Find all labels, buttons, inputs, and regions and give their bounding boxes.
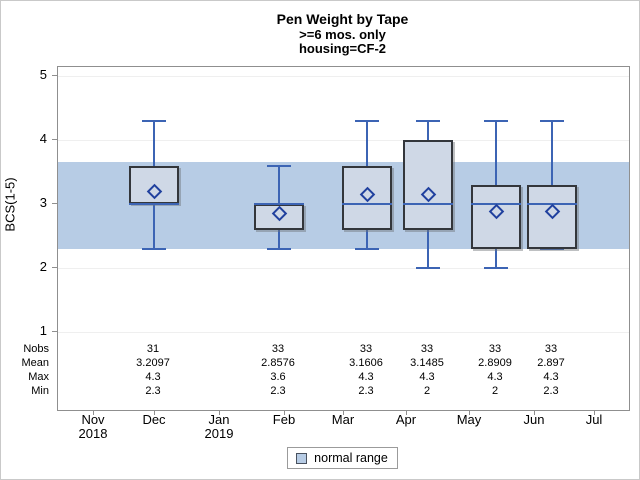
median-line <box>471 203 521 205</box>
normal-range-swatch-icon <box>296 452 308 464</box>
stats-value: 2.3 <box>358 385 374 397</box>
stats-value: 2 <box>491 385 499 397</box>
whisker-cap-top <box>540 119 564 122</box>
y-tick-label: 2 <box>39 259 47 274</box>
stats-row-label: Mean <box>21 357 49 369</box>
stats-row-label: Nobs <box>23 343 49 355</box>
median-line <box>129 203 179 205</box>
stats-value: 3.6 <box>270 371 286 383</box>
stats-value: 2.8576 <box>261 357 295 369</box>
stats-value: 2.3 <box>145 385 161 397</box>
box <box>527 184 577 249</box>
whisker-cap-top <box>142 119 166 122</box>
stats-value: 31 <box>146 343 160 355</box>
stats-value: 2.3 <box>270 385 286 397</box>
whisker-cap-bottom <box>484 267 508 269</box>
plot-area <box>57 66 630 411</box>
x-tick-mark <box>93 410 94 415</box>
x-tick-mark <box>284 410 285 415</box>
stats-value: 2 <box>423 385 431 397</box>
x-tick-label: Feb <box>272 412 296 427</box>
stats-value: 2.3 <box>543 385 559 397</box>
chart-title: Pen Weight by Tape <box>276 11 409 27</box>
median-line <box>254 203 304 205</box>
y-axis-title: BCS(1-5) <box>2 177 18 232</box>
x-tick-year-label: 2019 <box>204 426 234 441</box>
legend: normal range <box>57 447 628 469</box>
stats-value: 33 <box>488 343 502 355</box>
whisker-cap-bottom <box>416 267 440 269</box>
stats-value: 3.1485 <box>410 357 444 369</box>
y-tick-mark <box>52 75 57 76</box>
x-tick-label: Jul <box>585 412 603 427</box>
median-line <box>342 203 392 205</box>
whisker-cap-top <box>267 164 291 167</box>
y-tick-label: 4 <box>39 131 47 146</box>
x-tick-mark <box>534 410 535 415</box>
median-line <box>403 203 453 205</box>
x-tick-label: Jan 2019 <box>189 413 249 441</box>
y-tick-label: 5 <box>39 67 47 82</box>
x-tick-label: Jun <box>523 412 545 427</box>
stats-value: 2.8909 <box>478 357 512 369</box>
gridline <box>58 76 629 77</box>
whisker-cap-bottom <box>540 247 564 250</box>
y-tick-mark <box>52 139 57 140</box>
gridline <box>58 140 629 141</box>
x-tick-label: Mar <box>331 412 355 427</box>
whisker-cap-bottom <box>355 247 379 250</box>
y-tick-mark <box>52 267 57 268</box>
x-tick-mark <box>406 410 407 415</box>
y-tick-mark <box>52 203 57 204</box>
stats-value: 4.3 <box>358 371 374 383</box>
chart-subtitle-2: housing=CF-2 <box>298 41 387 56</box>
gridline <box>58 268 629 269</box>
box <box>342 165 392 230</box>
x-tick-mark <box>594 410 595 415</box>
chart-subtitle-1: >=6 mos. only <box>299 27 386 42</box>
x-tick-mark <box>343 410 344 415</box>
stats-value: 4.3 <box>543 371 559 383</box>
stats-row-label: Min <box>31 385 49 397</box>
gridline <box>58 332 629 333</box>
y-tick-label: 1 <box>39 323 47 338</box>
stats-value: 33 <box>359 343 373 355</box>
whisker-cap-top <box>416 119 440 122</box>
stats-value: 33 <box>544 343 558 355</box>
whisker-cap-bottom <box>142 247 166 250</box>
stats-value: 3.1606 <box>349 357 383 369</box>
stats-value: 4.3 <box>487 371 503 383</box>
whisker-cap-bottom <box>267 247 291 250</box>
legend-label: normal range <box>314 451 388 465</box>
x-tick-label: May <box>456 412 482 427</box>
x-tick-label: Dec <box>142 412 166 427</box>
x-tick-label: Nov 2018 <box>63 413 123 441</box>
stats-value: 33 <box>420 343 434 355</box>
box <box>471 184 521 249</box>
legend-box: normal range <box>287 447 398 469</box>
x-tick-mark <box>219 410 220 415</box>
x-tick-label: Apr <box>395 412 417 427</box>
median-line <box>527 203 577 205</box>
stats-value: 2.897 <box>537 357 565 369</box>
x-tick-mark <box>154 410 155 415</box>
box <box>403 140 453 230</box>
title-block: Pen Weight by Tape >=6 mos. only housing… <box>57 10 628 56</box>
y-tick-mark <box>52 331 57 332</box>
y-tick-label: 3 <box>39 195 47 210</box>
stats-value: 4.3 <box>145 371 161 383</box>
x-tick-mark <box>469 410 470 415</box>
whisker-cap-top <box>484 119 508 122</box>
box <box>129 165 179 204</box>
x-tick-year-label: 2018 <box>78 426 108 441</box>
whisker-cap-top <box>355 119 379 122</box>
stats-value: 3.2097 <box>136 357 170 369</box>
stats-value: 4.3 <box>419 371 435 383</box>
stats-row-label: Max <box>28 371 49 383</box>
stats-value: 33 <box>271 343 285 355</box>
